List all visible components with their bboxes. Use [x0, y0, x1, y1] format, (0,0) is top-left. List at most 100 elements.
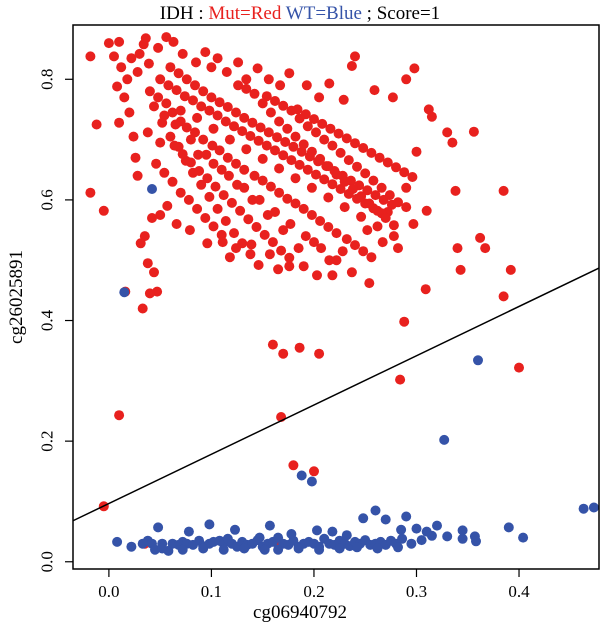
point-mut-117	[257, 175, 268, 186]
point-mut-128	[350, 240, 360, 251]
point-mut-290	[339, 202, 350, 213]
point-mut-80	[171, 219, 182, 229]
point-mut-68	[337, 246, 348, 257]
point-mut-22	[153, 42, 164, 53]
point-wt-81	[401, 511, 412, 522]
x-tick-label-2: 0.2	[303, 582, 324, 601]
point-mut-106	[167, 107, 178, 118]
point-mut-294	[309, 237, 319, 248]
point-mut-94	[294, 342, 305, 353]
point-mut-11	[124, 107, 135, 118]
point-mut-57	[452, 243, 463, 254]
title-mut-label: Mut=Red	[208, 3, 281, 24]
point-mut-143	[245, 249, 256, 260]
point-mut-220	[325, 123, 336, 134]
point-mut-103	[144, 86, 155, 97]
point-mut-264	[282, 123, 293, 134]
point-wt-64	[457, 533, 468, 544]
point-mut-46	[409, 63, 420, 74]
point-mut-13	[128, 131, 139, 142]
point-wt-0	[147, 184, 157, 194]
point-wt-92	[314, 544, 325, 555]
point-mut-65	[401, 202, 412, 213]
point-mut-51	[447, 137, 458, 148]
point-mut-262	[265, 107, 276, 118]
point-mut-40	[338, 94, 349, 105]
point-wt-91	[293, 543, 304, 554]
point-mut-85	[135, 238, 146, 249]
point-mut-139	[212, 203, 223, 214]
point-mut-110	[198, 134, 209, 145]
decision-boundary-line	[72, 267, 600, 522]
point-mut-211	[251, 222, 262, 232]
point-mut-0	[85, 51, 96, 62]
point-mut-92	[267, 339, 278, 350]
point-mut-39	[324, 78, 335, 89]
point-mut-181	[231, 107, 241, 118]
point-mut-121	[290, 198, 301, 209]
point-mut-286	[274, 163, 285, 174]
point-mut-69	[327, 270, 338, 281]
point-mut-251	[175, 187, 186, 198]
point-mut-228	[391, 162, 401, 173]
point-mut-315	[331, 255, 342, 266]
point-wt-74	[312, 525, 322, 536]
point-mut-176	[190, 80, 200, 91]
point-mut-284	[241, 144, 252, 155]
point-mut-25	[177, 48, 188, 59]
title-wt-label: WT=Blue	[286, 3, 362, 24]
point-mut-99	[309, 466, 319, 477]
point-mut-237	[311, 127, 321, 138]
point-mut-137	[196, 179, 207, 190]
point-mut-104	[153, 92, 164, 103]
point-mut-149	[188, 95, 198, 106]
point-wt-90	[273, 544, 284, 555]
point-mut-260	[249, 88, 260, 99]
y-tick-label-2: 0.4	[38, 309, 57, 331]
point-wt-99	[198, 543, 209, 554]
point-mut-299	[247, 194, 258, 205]
point-wt-75	[327, 526, 338, 537]
point-mut-163	[302, 164, 313, 175]
point-mut-275	[372, 205, 383, 216]
point-mut-309	[239, 182, 250, 193]
point-mut-82	[155, 210, 166, 220]
point-mut-180	[222, 102, 233, 112]
point-mut-225	[366, 147, 377, 158]
point-mut-302	[201, 149, 212, 160]
point-mut-232	[270, 96, 280, 106]
point-mut-127	[341, 234, 352, 245]
point-wt-96	[393, 542, 403, 553]
point-mut-120	[282, 193, 293, 204]
point-mut-303	[185, 134, 196, 145]
point-mut-160	[278, 150, 289, 161]
point-wt-7	[126, 541, 137, 552]
point-mut-214	[276, 245, 287, 256]
point-mut-256	[216, 229, 227, 240]
point-mut-252	[183, 194, 194, 205]
point-mut-111	[207, 140, 218, 151]
point-wt-94	[352, 542, 362, 553]
point-mut-148	[179, 91, 190, 102]
x-tick-label-1: 0.1	[201, 582, 222, 601]
point-mut-44	[387, 92, 398, 103]
point-mut-244	[368, 175, 379, 186]
point-mut-282	[208, 123, 219, 134]
point-mut-320	[408, 219, 419, 229]
plot-frame	[72, 24, 600, 570]
point-wt-61	[416, 535, 427, 546]
point-mut-130	[366, 252, 377, 263]
y-tick-label-1: 0.2	[38, 431, 57, 452]
point-mut-115	[239, 164, 250, 175]
point-mut-250	[167, 176, 178, 187]
point-mut-313	[300, 231, 311, 242]
point-mut-98	[288, 460, 299, 471]
point-mut-114	[231, 158, 241, 169]
point-mut-276	[380, 213, 391, 223]
point-mut-97	[114, 410, 125, 421]
point-mut-79	[184, 225, 195, 236]
point-mut-226	[374, 152, 385, 163]
point-mut-272	[347, 184, 358, 194]
point-mut-305	[155, 137, 166, 148]
point-mut-221	[333, 128, 344, 139]
